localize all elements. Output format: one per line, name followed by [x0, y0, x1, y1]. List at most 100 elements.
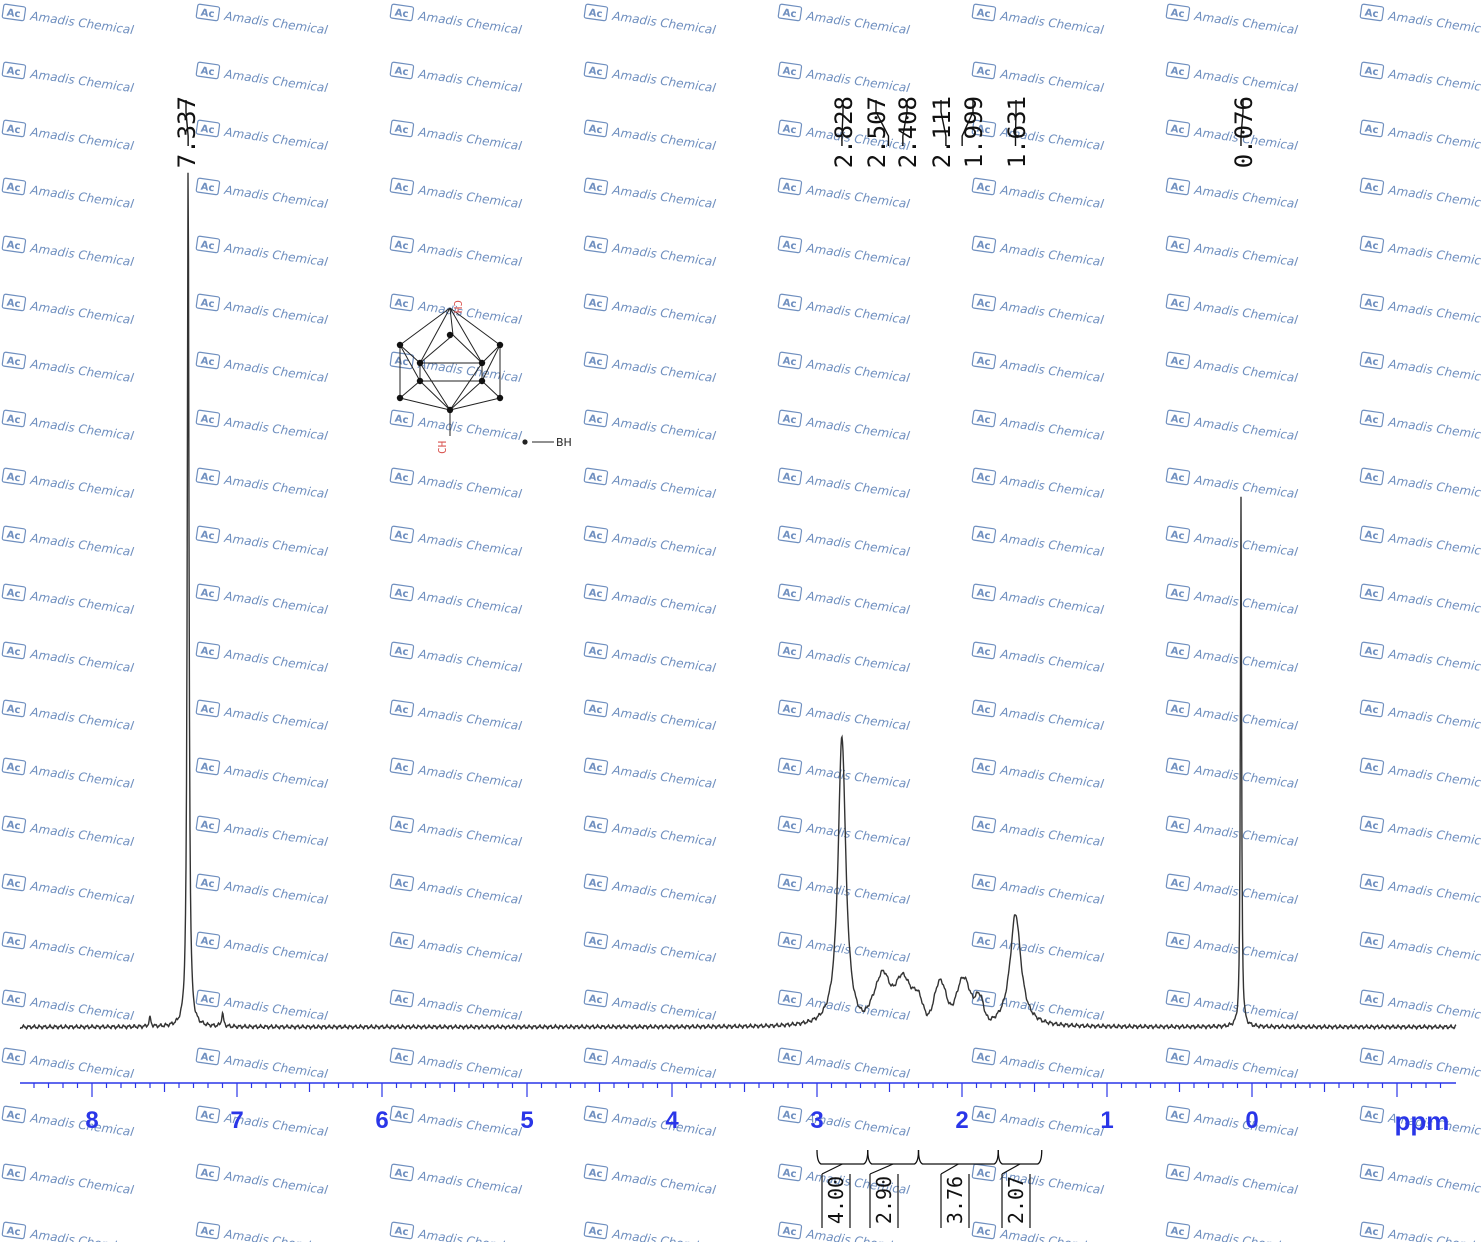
watermark-tile: Ac Amadis Chemical — [1165, 177, 1299, 211]
peak-label-connector — [1240, 100, 1244, 146]
integral-bracket — [997, 1149, 1043, 1165]
watermark-logo — [389, 525, 415, 544]
watermark-tile: Ac Amadis Chemical — [777, 61, 911, 95]
watermark-badge: Ac — [200, 1168, 215, 1181]
watermark-tile: Ac Amadis Chemical — [1, 409, 135, 443]
peak-label: 1.999 — [960, 96, 988, 168]
integral-leader — [940, 1163, 959, 1175]
watermark-text: Amadis Chemical — [805, 937, 912, 966]
watermark-text: Amadis Chemical — [805, 1053, 912, 1082]
watermark-text: Amadis Chemical — [1387, 937, 1481, 966]
watermark-text: Amadis Chemical — [1387, 67, 1481, 96]
watermark-text: Amadis Chemical — [223, 357, 330, 386]
watermark-logo — [1359, 699, 1385, 718]
watermark-badge: Ac — [1170, 994, 1185, 1007]
watermark-logo — [195, 351, 221, 370]
watermark-tile: Ac Amadis Chemical — [195, 699, 329, 733]
peak-label-connector — [841, 100, 844, 146]
watermark-text: Amadis Chemical — [1387, 1227, 1481, 1242]
watermark-text: Amadis Chemical — [223, 125, 330, 154]
watermark-tile: Ac Amadis Chemical — [1165, 1221, 1299, 1242]
watermark-text: Amadis Chemical — [29, 67, 136, 96]
x-tick-label: 7 — [230, 1107, 243, 1134]
watermark-badge: Ac — [782, 124, 797, 137]
watermark-badge: Ac — [394, 820, 409, 833]
watermark-badge: Ac — [6, 66, 21, 79]
watermark-badge: Ac — [200, 472, 215, 485]
watermark-text: Amadis Chemical — [1387, 647, 1481, 676]
watermark-text: Amadis Chemical — [417, 1227, 524, 1242]
watermark-badge: Ac — [200, 588, 215, 601]
watermark-logo — [971, 641, 997, 660]
watermark-logo — [583, 177, 609, 196]
watermark-logo — [195, 525, 221, 544]
watermark-tile: Ac Amadis Chemical — [389, 119, 523, 153]
watermark-tile: Ac Amadis Chemical — [389, 1163, 523, 1197]
watermark-badge: Ac — [394, 1110, 409, 1123]
watermark-badge: Ac — [976, 704, 991, 717]
watermark-badge: Ac — [976, 1226, 991, 1239]
watermark-badge: Ac — [1364, 530, 1379, 543]
watermark-logo — [777, 467, 803, 486]
watermark-logo — [971, 61, 997, 80]
watermark-tile: Ac Amadis Chemical — [971, 873, 1105, 907]
watermark-text: Amadis Chemical — [611, 67, 718, 96]
watermark-text: Amadis Chemical — [999, 241, 1106, 270]
watermark-badge: Ac — [1364, 994, 1379, 1007]
watermark-badge: Ac — [588, 936, 603, 949]
watermark-tile: Ac Amadis Chemical — [971, 351, 1105, 385]
watermark-badge: Ac — [1364, 1110, 1379, 1123]
watermark-logo — [1165, 699, 1191, 718]
watermark-logo — [195, 177, 221, 196]
watermark-tile: Ac Amadis Chemical — [195, 757, 329, 791]
watermark-logo — [1165, 873, 1191, 892]
watermark-text: Amadis Chemical — [1193, 9, 1300, 38]
watermark-logo — [195, 931, 221, 950]
watermark-badge: Ac — [976, 530, 991, 543]
watermark-tile: Ac Amadis Chemical — [195, 873, 329, 907]
watermark-text: Amadis Chemical — [805, 879, 912, 908]
watermark-tile: Ac Amadis Chemical — [1359, 815, 1481, 849]
watermark-text: Amadis Chemical — [223, 589, 330, 618]
watermark-logo — [389, 931, 415, 950]
watermark-text: Amadis Chemical — [417, 705, 524, 734]
watermark-text: Amadis Chemical — [999, 589, 1106, 618]
x-tick-label: 4 — [665, 1107, 679, 1134]
watermark-badge: Ac — [200, 1110, 215, 1123]
watermark-text: Amadis Chemical — [417, 531, 524, 560]
watermark-tile: Ac Amadis Chemical — [1359, 1163, 1481, 1198]
watermark-logo — [1359, 1163, 1385, 1182]
watermark-text: Amadis Chemical — [1387, 705, 1481, 734]
watermark-tile: Ac Amadis Chemical — [1165, 61, 1299, 95]
watermark-text: Amadis Chemical — [417, 647, 524, 676]
watermark-badge: Ac — [394, 414, 409, 427]
watermark-text: Amadis Chemical — [1387, 415, 1481, 444]
watermark-tile: Ac Amadis Chemical — [971, 699, 1105, 733]
watermark-tile: Ac Amadis Chemical — [1165, 293, 1299, 327]
integral: 2.90 — [867, 1149, 920, 1228]
watermark-tile: Ac Amadis Chemical — [389, 989, 523, 1023]
watermark-text: Amadis Chemical — [1387, 763, 1481, 792]
watermark-badge: Ac — [588, 1052, 603, 1065]
watermark-badge: Ac — [6, 936, 21, 949]
watermark-logo — [389, 235, 415, 254]
watermark-logo — [583, 467, 609, 486]
watermark-tile: Ac Amadis Chemical — [777, 931, 912, 966]
watermark-tile: Ac Amadis Chemical — [389, 235, 523, 269]
watermark-tile: Ac Amadis Chemical — [389, 1221, 524, 1242]
watermark-text: Amadis Chemical — [1193, 241, 1300, 270]
watermark-text: Amadis Chemical — [29, 299, 136, 328]
watermark-logo — [1165, 989, 1191, 1008]
watermark-logo — [583, 235, 609, 254]
watermark-tile: Ac Amadis Chemical — [1, 119, 135, 153]
watermark-tile: Ac Amadis Chemical — [195, 235, 329, 269]
watermark-text: Amadis Chemical — [417, 67, 524, 96]
watermark-logo — [1, 3, 27, 22]
watermark-tile: Ac Amadis Chemical — [971, 177, 1105, 211]
watermark-badge: Ac — [6, 588, 21, 601]
watermark-logo — [777, 873, 803, 892]
watermark-text: Amadis Chemical — [1387, 1169, 1481, 1198]
watermark-logo — [777, 583, 803, 602]
watermark-badge: Ac — [976, 762, 991, 775]
watermark-logo — [1359, 177, 1385, 196]
